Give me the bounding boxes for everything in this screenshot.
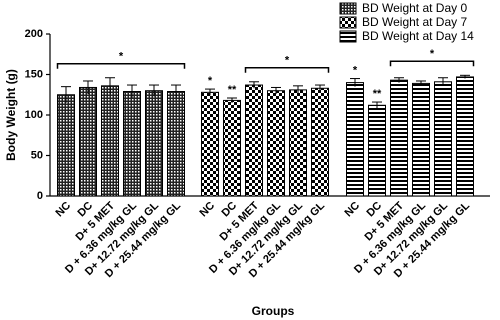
bar [412, 82, 430, 197]
y-tick-label: 50 [31, 149, 43, 161]
y-tick-label: 100 [25, 109, 43, 121]
significance-label: * [353, 64, 358, 76]
significance-bracket [244, 67, 330, 73]
bar [167, 91, 185, 197]
legend-label: BD Weight at Day 0 [362, 1, 467, 15]
y-tick-label: 200 [25, 28, 43, 40]
bar [57, 94, 75, 197]
x-tick-label: NC [197, 200, 217, 220]
significance-bracket [389, 60, 475, 67]
y-tick-label: 0 [37, 190, 43, 202]
bar [434, 81, 452, 197]
y-tick-label: 150 [25, 68, 43, 80]
bar [267, 90, 285, 197]
bar [390, 79, 408, 197]
y-axis-title: Body Weight (g) [4, 69, 18, 161]
significance-bracket [56, 62, 186, 69]
bar [79, 86, 97, 197]
significance-label: ** [228, 84, 237, 96]
significance-label: * [208, 75, 213, 87]
x-tick-label: NC [342, 200, 362, 220]
bar [101, 85, 119, 197]
x-axis-title: Groups [252, 304, 295, 318]
legend-swatch [339, 2, 357, 15]
legend-swatch [339, 30, 357, 43]
significance-label: ** [373, 88, 382, 100]
bar [145, 90, 163, 197]
legend-label: BD Weight at Day 14 [362, 29, 474, 43]
bar [123, 91, 141, 197]
significance-label: * [119, 51, 124, 63]
bar [346, 82, 364, 197]
significance-label: * [285, 55, 290, 67]
bar [245, 84, 263, 197]
legend-swatch [339, 16, 357, 29]
significance-label: * [430, 48, 435, 60]
bar [311, 87, 329, 197]
bar [223, 99, 241, 197]
bar [368, 104, 386, 197]
legend-label: BD Weight at Day 7 [362, 15, 467, 29]
x-tick-label: NC [53, 200, 73, 220]
bar [201, 91, 219, 197]
bar [289, 89, 307, 197]
bar [456, 76, 474, 197]
